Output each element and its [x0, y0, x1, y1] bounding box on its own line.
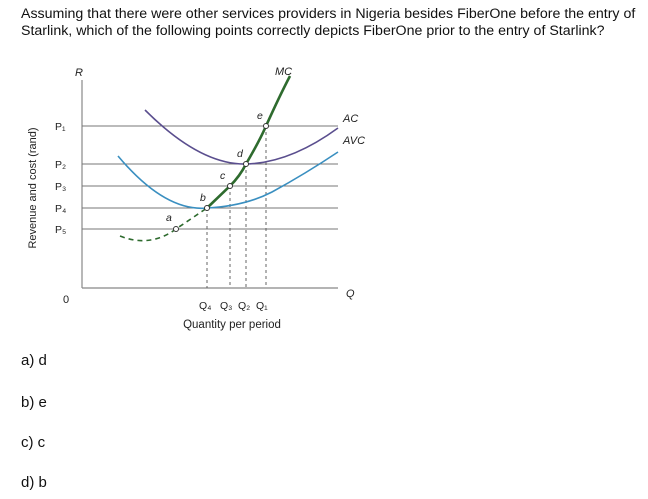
point-b-label: b — [200, 192, 206, 204]
point-a-label: a — [166, 212, 172, 224]
option-c[interactable]: c) c — [21, 434, 46, 451]
quantity-label-q3: Q₃ — [220, 300, 232, 312]
question-line-1: Assuming that there were other services … — [21, 6, 636, 22]
price-label-p4: P₄ — [55, 203, 66, 215]
point-c-marker — [227, 183, 233, 189]
point-c-label: c — [220, 170, 226, 182]
question-text: Assuming that there were other services … — [21, 6, 641, 40]
mc-curve — [206, 75, 292, 209]
point-e-label: e — [257, 110, 263, 122]
axis-top-label: R — [75, 67, 83, 79]
point-a-marker — [173, 226, 179, 232]
avc-curve — [117, 151, 339, 210]
axis-right-label: Q — [346, 288, 355, 300]
price-label-p1: P₁ — [55, 121, 66, 133]
avc-label: AVC — [342, 135, 365, 147]
point-e-marker — [263, 123, 269, 129]
price-label-p3: P₃ — [55, 181, 66, 193]
point-d-label: d — [237, 148, 244, 160]
point-b-marker — [204, 205, 210, 211]
y-axis-label: Revenue and cost (rand) — [27, 127, 39, 248]
mc-curve-dashed — [119, 207, 208, 242]
ac-label: AC — [342, 113, 358, 125]
origin-label: 0 — [63, 294, 69, 306]
point-d-marker — [243, 161, 249, 167]
option-d[interactable]: d) b — [21, 474, 47, 491]
quantity-label-q4: Q₄ — [199, 300, 211, 312]
question-line-2: Starlink, which of the following points … — [21, 23, 605, 39]
quantity-label-q2: Q₂ — [238, 300, 250, 312]
price-label-p5: P₅ — [55, 224, 66, 236]
mc-label: MC — [275, 66, 292, 78]
x-axis-label: Quantity per period — [183, 319, 281, 331]
price-label-p2: P₂ — [55, 159, 66, 171]
option-a[interactable]: a) d — [21, 352, 47, 369]
quantity-label-q1: Q₁ — [256, 300, 268, 312]
option-b[interactable]: b) e — [21, 394, 47, 411]
